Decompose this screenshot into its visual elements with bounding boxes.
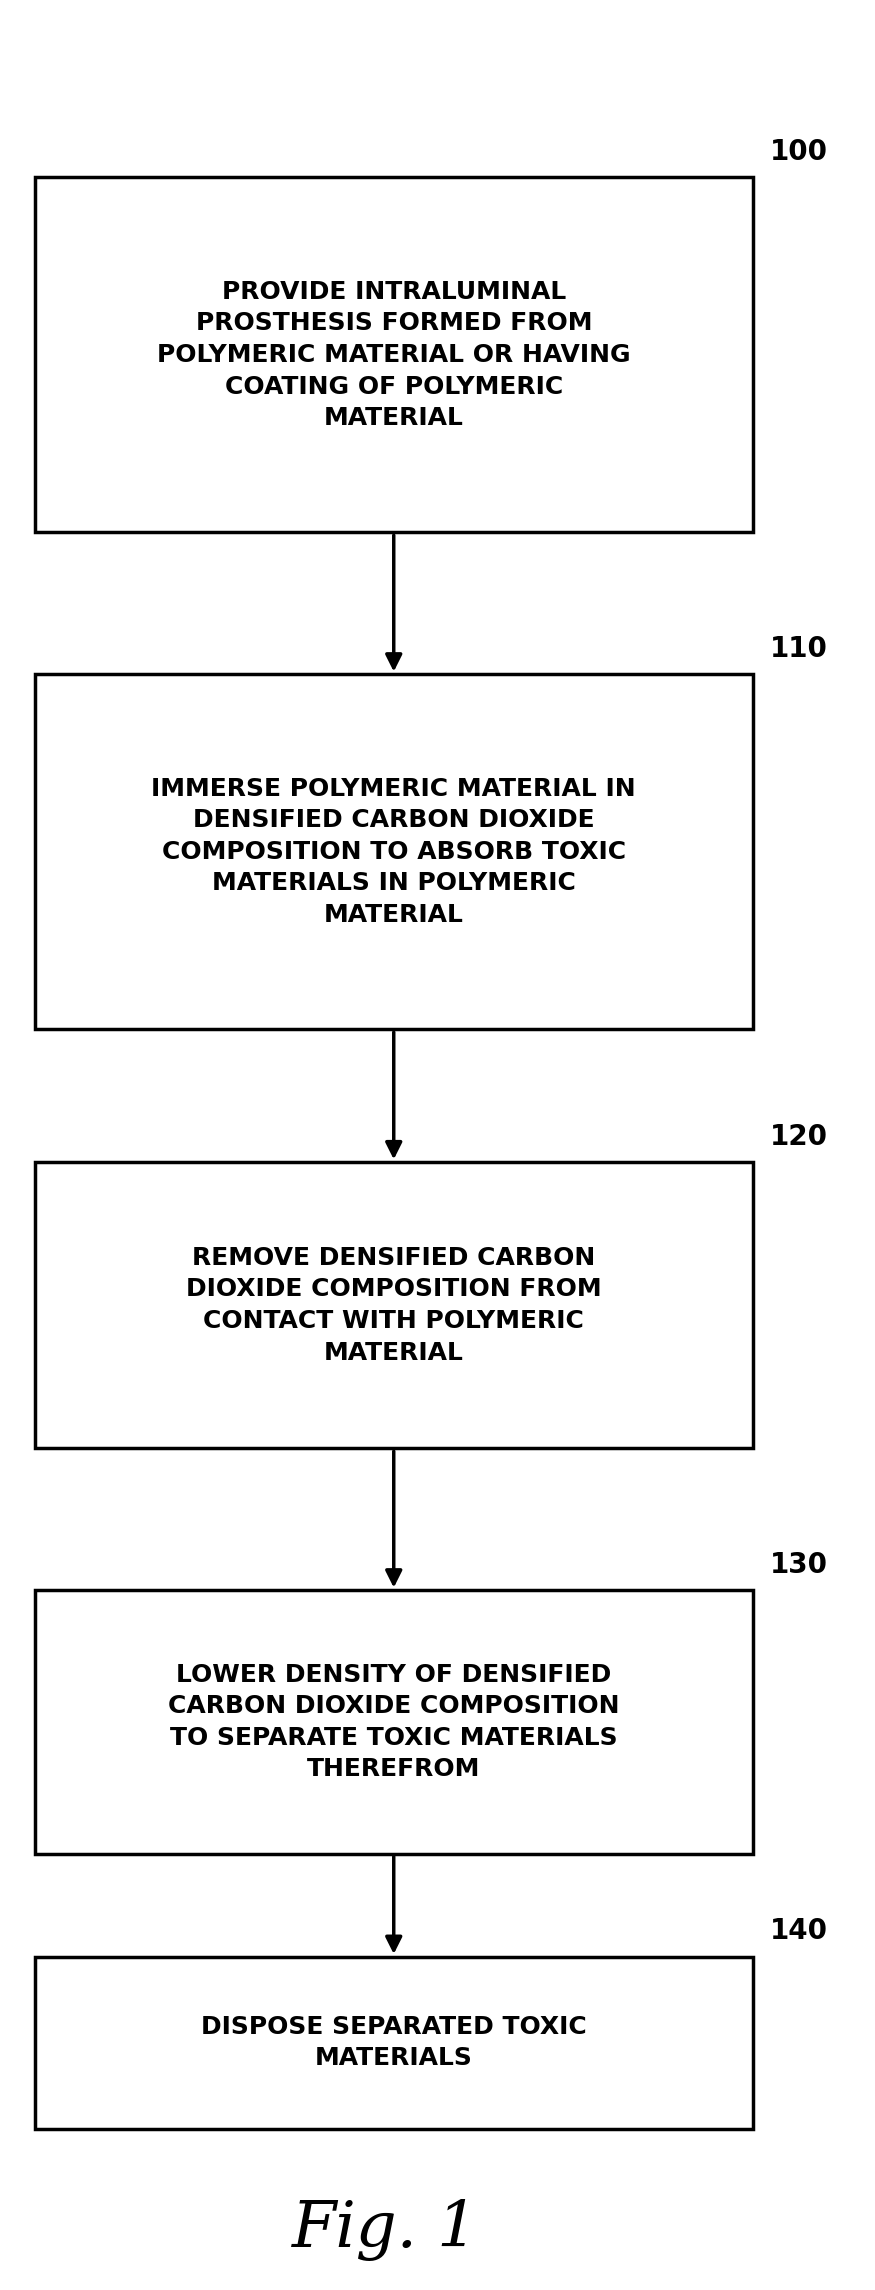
Text: PROVIDE INTRALUMINAL
PROSTHESIS FORMED FROM
POLYMERIC MATERIAL OR HAVING
COATING: PROVIDE INTRALUMINAL PROSTHESIS FORMED F… — [157, 279, 631, 431]
Bar — [35, 1163, 752, 1450]
Text: 100: 100 — [770, 137, 828, 167]
Bar — [35, 673, 752, 1030]
Text: IMMERSE POLYMERIC MATERIAL IN
DENSIFIED CARBON DIOXIDE
COMPOSITION TO ABSORB TOX: IMMERSE POLYMERIC MATERIAL IN DENSIFIED … — [151, 776, 636, 927]
Text: 140: 140 — [770, 1917, 828, 1946]
Bar — [35, 1589, 752, 1855]
Text: 110: 110 — [770, 634, 828, 664]
Bar — [35, 1956, 752, 2130]
Text: Fig. 1: Fig. 1 — [291, 2198, 479, 2263]
Text: DISPOSE SEPARATED TOXIC
MATERIALS: DISPOSE SEPARATED TOXIC MATERIALS — [201, 2015, 586, 2070]
Text: 120: 120 — [770, 1122, 828, 1150]
Text: LOWER DENSITY OF DENSIFIED
CARBON DIOXIDE COMPOSITION
TO SEPARATE TOXIC MATERIAL: LOWER DENSITY OF DENSIFIED CARBON DIOXID… — [168, 1663, 620, 1782]
Text: 130: 130 — [770, 1550, 828, 1580]
Text: REMOVE DENSIFIED CARBON
DIOXIDE COMPOSITION FROM
CONTACT WITH POLYMERIC
MATERIAL: REMOVE DENSIFIED CARBON DIOXIDE COMPOSIT… — [186, 1246, 602, 1365]
Bar — [35, 179, 752, 534]
